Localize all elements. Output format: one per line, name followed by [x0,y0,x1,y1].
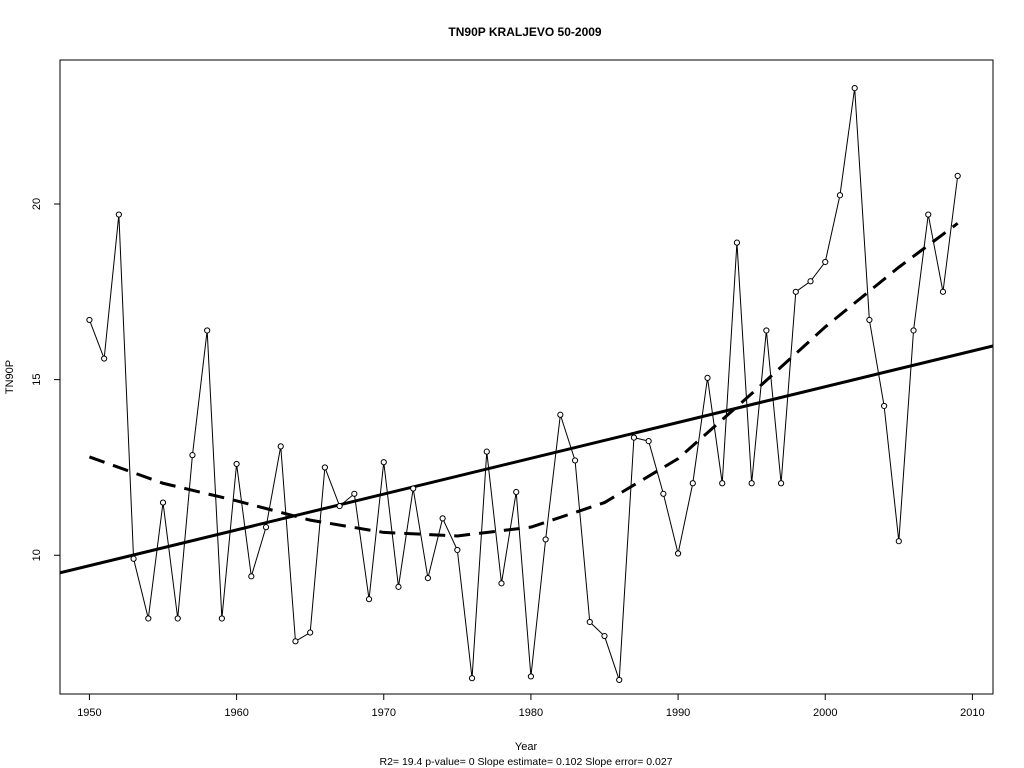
data-point [145,615,152,622]
plot-area [59,59,994,695]
linear-trend-line [60,344,993,575]
stats-note: R2= 19.4 p-value= 0 Slope estimate= 0.10… [379,756,672,768]
y-tick-label: 10 [31,549,43,561]
data-point [204,327,211,334]
y-tick-label: 20 [31,198,43,210]
data-point [395,583,402,590]
data-point [380,459,387,466]
data-point [233,460,240,468]
data-point [851,84,858,92]
data-point [866,316,873,324]
data-point [954,172,961,180]
data-point [483,448,490,455]
data-point [571,457,579,464]
y-axis-label: TN90P [4,360,16,394]
data-point [689,480,696,487]
data-point [557,411,564,418]
data-point [454,546,461,554]
data-point [189,452,196,459]
x-tick-label: 1990 [666,707,690,719]
data-point [468,675,476,682]
data-point [733,239,741,246]
series-layer [60,84,993,684]
data-point [630,434,638,441]
x-tick-label: 2000 [813,707,837,719]
data-point [939,288,947,295]
x-tick-label: 2010 [960,707,984,719]
data-point [925,211,932,218]
data-point [895,538,902,545]
data-point [777,480,785,487]
data-point [836,192,844,199]
data-point [807,278,814,285]
data-point [719,480,726,487]
series-observed-line [88,88,959,681]
data-point [881,402,888,410]
data-point [115,211,122,218]
data-point [498,580,505,587]
x-tick-label: 1980 [519,707,543,719]
data-point [616,676,623,684]
x-tick-label: 1950 [77,707,101,719]
smooth-trend-line [88,222,959,538]
y-axis: 10 15 20 [31,198,60,561]
data-point [527,673,535,680]
x-tick-label: 1960 [224,707,248,719]
data-point [542,536,549,543]
y-tick-label: 15 [31,374,43,386]
data-point [336,502,343,510]
chart-title: TN90P KRALJEVO 50-2009 [448,25,602,39]
data-point [321,464,328,471]
data-point [159,499,167,506]
data-point [822,258,829,266]
data-point [86,316,93,324]
data-point [910,327,917,334]
data-point [513,488,520,496]
data-point [410,485,417,492]
data-point [174,615,181,622]
data-point [307,629,314,636]
data-point [262,524,270,531]
data-point [792,288,799,295]
data-point [763,327,770,334]
data-point [748,480,755,487]
data-point [660,490,667,497]
x-axis-label: Year [515,741,538,753]
data-point [674,550,682,557]
data-point [424,574,432,582]
data-point [439,515,446,522]
x-tick-label: 1970 [372,707,396,719]
data-point [292,638,299,645]
data-point [218,615,225,622]
data-point [704,374,711,381]
data-point [365,596,373,603]
x-axis: 1950 1960 1970 1980 1990 2000 2010 [77,694,985,719]
data-point [601,632,608,640]
data-point [248,573,255,580]
data-point [277,443,284,450]
data-point [586,618,593,626]
data-point [101,355,108,362]
data-point [130,555,137,562]
data-point [645,438,652,445]
data-point [351,490,358,497]
